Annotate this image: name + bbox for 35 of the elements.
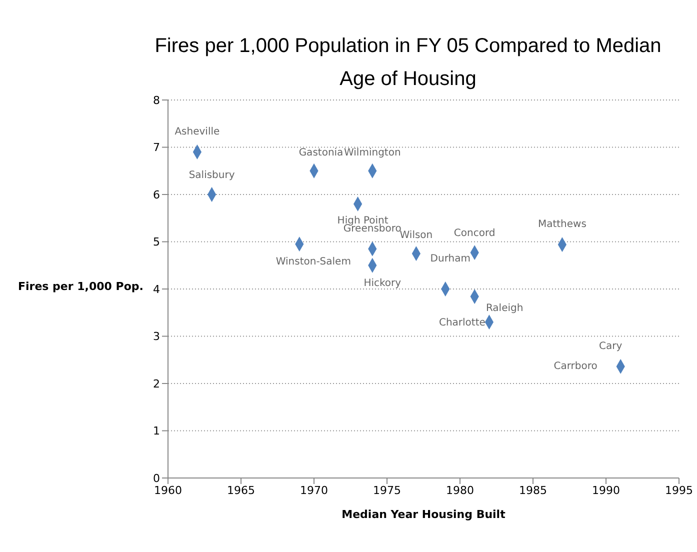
x-tick-label: 1985	[519, 484, 547, 497]
annotation: Matthews	[538, 219, 586, 230]
y-tick-label: 7	[153, 141, 160, 154]
y-tick-label: 2	[153, 377, 160, 390]
annotation: Hickory	[364, 278, 402, 289]
annotation: Wilmington	[344, 147, 401, 158]
annotation: Winston-Salem	[276, 256, 351, 268]
y-tick-label: 4	[153, 282, 160, 296]
annotation: Cary	[599, 340, 622, 352]
annotation: Greensboro	[343, 223, 402, 234]
x-tick-label: 1995	[665, 484, 693, 497]
y-axis-title: Fires per 1,000 Pop.	[18, 280, 144, 293]
annotation: Raleigh	[486, 303, 524, 314]
chart-title: Fires per 1,000 Population in FY 05 Compared to Median Age of Housing	[154, 35, 662, 90]
annotation: Carrboro	[554, 360, 598, 372]
x-tick-label: 1960	[154, 484, 182, 497]
x-tick-label: 1970	[300, 484, 328, 497]
annotation: Durham	[430, 254, 470, 264]
y-tick-label: 3	[153, 330, 160, 344]
y-tick-label: 1	[153, 424, 160, 438]
y-tick-label: 0	[153, 472, 160, 485]
annotation: Gastonia	[298, 147, 344, 158]
annotation: Salisbury	[188, 170, 235, 181]
annotation: Charlotte	[438, 318, 486, 329]
x-tick-label: 1980	[446, 484, 474, 497]
y-tick-label: 6	[153, 188, 160, 202]
y-tick-label: 5	[153, 236, 160, 249]
annotation: Asheville	[174, 126, 220, 138]
y-tick-label: 8	[153, 94, 160, 107]
x-axis-title: Median Year Housing Built	[342, 508, 506, 521]
x-tick-label: 1975	[373, 484, 401, 497]
x-tick-label: 1965	[227, 484, 255, 497]
x-tick-label: 1990	[592, 484, 620, 497]
annotation: Concord	[454, 228, 496, 240]
annotation: Wilson	[400, 230, 433, 242]
